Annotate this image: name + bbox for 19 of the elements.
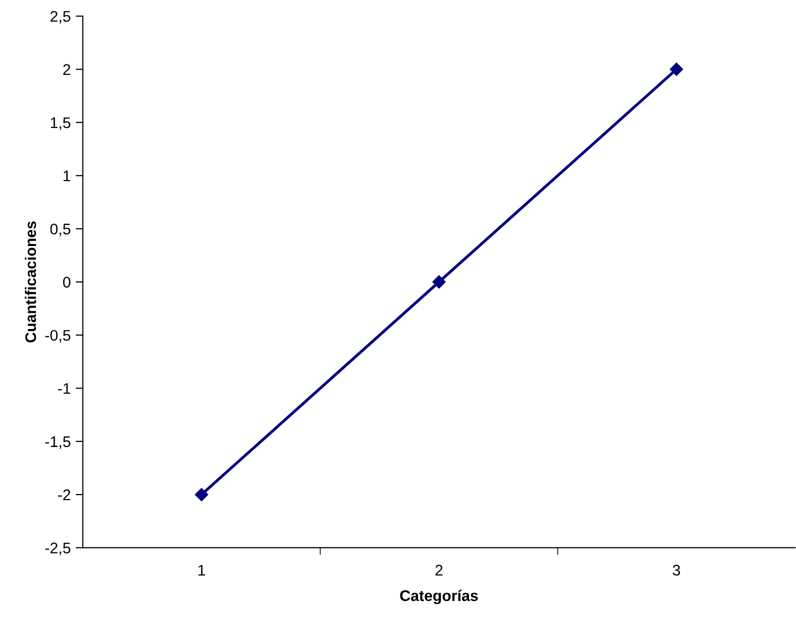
y-tick-label: -1	[58, 383, 70, 394]
y-tick-label: 2,5	[50, 11, 70, 24]
y-tick-label: -2,5	[45, 542, 70, 556]
point	[432, 275, 446, 289]
y-tick-label: -1,5	[45, 436, 70, 449]
y-tick-label: -2	[58, 489, 70, 500]
x-tick-label: 3	[672, 564, 680, 576]
y-tick-label: 1,5	[50, 117, 70, 130]
x-tick-label: 1	[198, 564, 206, 576]
y-tick-label: -0,5	[45, 330, 70, 343]
point	[670, 62, 684, 76]
x-tick-label: 2	[436, 564, 442, 576]
y-tick-label: 2	[63, 64, 70, 75]
y-axis-title: Cuantificaciones	[24, 221, 36, 342]
y-tick-label: 0	[63, 276, 70, 288]
y-tick-label: 0,5	[50, 224, 70, 236]
y-tick-label: 1	[64, 170, 70, 182]
x-axis-title: Categorías	[400, 590, 478, 604]
point	[194, 488, 208, 502]
